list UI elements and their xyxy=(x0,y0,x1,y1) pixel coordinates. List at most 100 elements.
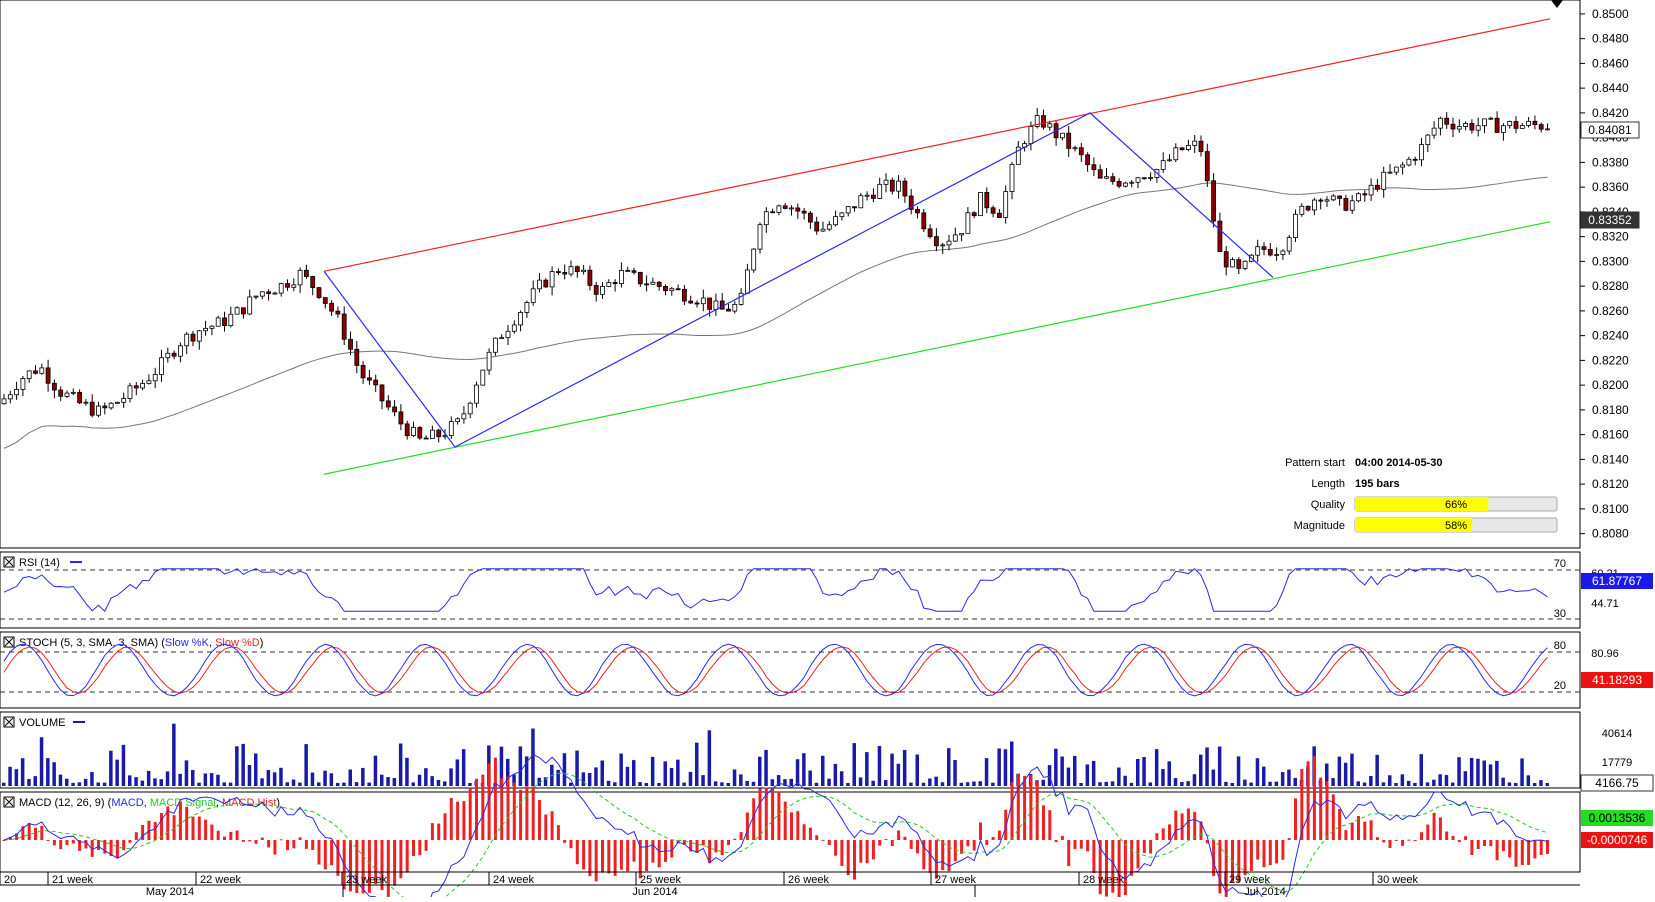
rsi-panel[interactable]: RSI (14) 70 30 60.21 44.71 61.87767 xyxy=(0,551,1653,629)
price-tick-label: 0.8360 xyxy=(1592,180,1629,194)
macd-hist-bar xyxy=(160,813,163,840)
time-axis: 20 21 week 22 week 23 week 24 week 25 week 26 … xyxy=(0,871,1580,898)
candle-body xyxy=(348,338,353,350)
volume-bar xyxy=(159,779,163,786)
volume-bar xyxy=(575,750,579,786)
candle-body xyxy=(669,288,675,292)
macd-hist-bar xyxy=(97,840,100,850)
volume-bar xyxy=(443,781,447,786)
candle-body xyxy=(1318,199,1324,202)
volume-bar xyxy=(1173,778,1178,786)
volume-bar xyxy=(1274,781,1279,786)
macd-hist-bar xyxy=(172,815,176,840)
volume-bar xyxy=(367,782,371,786)
macd-hist-bar xyxy=(2,840,6,841)
rsi-panel-frame xyxy=(0,551,1581,629)
volume-bar xyxy=(209,773,214,786)
macd-hist-bar xyxy=(689,840,693,852)
volume-bar xyxy=(317,782,321,786)
candle-body xyxy=(492,337,498,353)
candle-body xyxy=(253,295,259,298)
candle-body xyxy=(990,207,996,214)
candle-body xyxy=(518,312,523,326)
candle-body xyxy=(562,271,568,275)
candle-body xyxy=(751,248,757,271)
candle-body xyxy=(316,287,322,298)
macd-hist-bar xyxy=(103,840,107,854)
candle-body xyxy=(1261,246,1267,250)
candle-body xyxy=(77,391,82,404)
volume-bar xyxy=(663,761,667,786)
macd-hist-bar xyxy=(349,840,352,892)
price-tick-label: 0.8280 xyxy=(1592,279,1629,293)
macd-hist-bar xyxy=(1363,821,1367,840)
month-label: Jun 2014 xyxy=(632,886,677,897)
candle-body xyxy=(1015,146,1021,165)
macd-hist-bar xyxy=(758,788,762,840)
stoch-panel[interactable]: STOCH (5, 3, SMA, 3, SMA) (Slow %K, Slow… xyxy=(0,631,1653,709)
macd-hist-bar xyxy=(1287,838,1291,840)
candle-body xyxy=(26,370,32,379)
macd-hist-bar xyxy=(1105,840,1108,897)
candle-body xyxy=(1066,132,1072,149)
candle-body xyxy=(303,269,309,277)
volume-bar xyxy=(865,752,869,786)
macd-hist-bar xyxy=(569,840,573,849)
volume-bar xyxy=(1154,749,1159,786)
volume-bar xyxy=(789,778,793,786)
macd-hist-bar xyxy=(594,840,598,882)
candle-body xyxy=(152,374,158,382)
macd-hist-bar xyxy=(985,840,989,846)
macd-hist-bar xyxy=(865,840,869,864)
scroll-marker-icon[interactable] xyxy=(1551,0,1563,8)
macd-hist-bar xyxy=(134,832,138,840)
macd-hist-bar xyxy=(59,840,63,850)
macd-hist-bar xyxy=(1079,840,1083,849)
candle-body xyxy=(1438,117,1443,129)
volume-title: VOLUME xyxy=(19,717,65,729)
macd-hist-bar xyxy=(550,811,554,840)
volume-panel[interactable]: VOLUME 40614 17779 4166.75 xyxy=(0,711,1654,792)
macd-hist-bar xyxy=(279,839,283,841)
volume-bar xyxy=(1476,758,1480,786)
week-label: 30 week xyxy=(1377,874,1418,886)
macd-hist-bar xyxy=(317,840,321,865)
candle-body xyxy=(1242,260,1248,269)
macd-hist-bar xyxy=(1016,773,1020,840)
macd-panel[interactable]: MACD (12, 26, 9) (MACD, MACD Signal, MAC… xyxy=(0,754,1653,902)
volume-bar xyxy=(134,777,138,786)
macd-hist-bar xyxy=(1123,840,1127,896)
volume-bar xyxy=(1236,756,1241,786)
candle-body xyxy=(121,398,127,403)
volume-bar xyxy=(468,782,472,786)
candle-body xyxy=(297,269,303,286)
macd-hist-bar xyxy=(720,840,724,856)
macd-hist-bar xyxy=(1067,840,1071,867)
macd-hist-bar xyxy=(739,832,743,840)
rsi-title: RSI (14) xyxy=(19,557,60,569)
price-panel[interactable]: 0.85000.84800.84600.84400.84200.84000.83… xyxy=(0,0,1640,549)
candle-body xyxy=(486,351,492,371)
candle-body xyxy=(877,183,883,199)
candle-body xyxy=(1343,198,1349,211)
macd-signal-line xyxy=(3,772,1548,902)
volume-bar xyxy=(8,766,12,786)
stoch-k-line xyxy=(3,643,1548,697)
candle-body xyxy=(1393,166,1399,173)
candle-body xyxy=(146,380,152,384)
volume-bar xyxy=(172,723,176,786)
macd-hist-bar xyxy=(1130,840,1134,876)
volume-bar xyxy=(1098,782,1102,786)
candle-body xyxy=(631,270,637,273)
macd-hist-bar xyxy=(1394,839,1398,841)
macd-hist-bar xyxy=(1514,840,1518,867)
macd-hist-bar xyxy=(1098,840,1102,895)
candle-body xyxy=(1236,259,1242,269)
candle-body xyxy=(1475,125,1481,131)
macd-hist-bar xyxy=(1508,840,1512,858)
macd-hist-bar xyxy=(443,813,447,840)
volume-bar xyxy=(146,770,151,786)
volume-bar xyxy=(392,778,397,786)
candle-body xyxy=(656,281,662,287)
